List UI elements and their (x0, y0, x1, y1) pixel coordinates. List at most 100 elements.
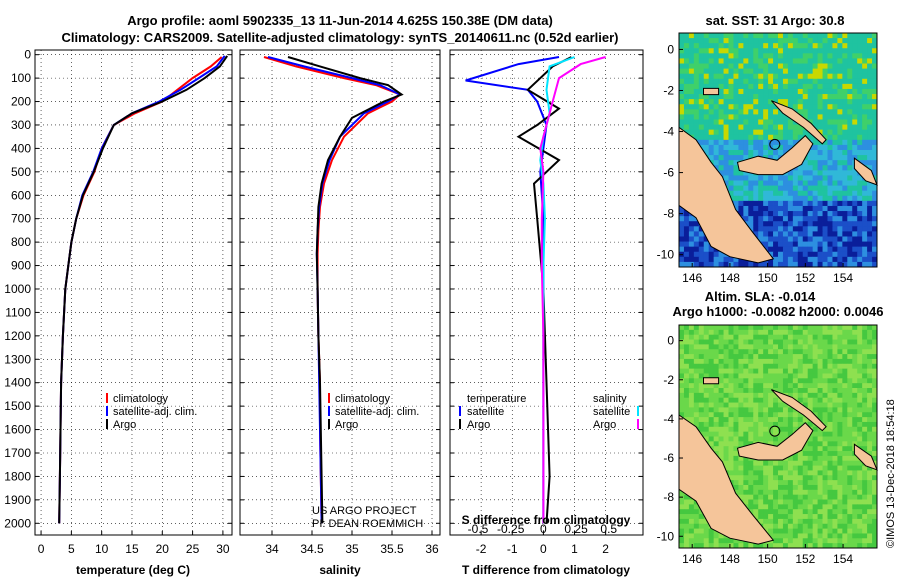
map-cell (683, 226, 690, 232)
map-cell (797, 475, 804, 481)
map-cell (817, 33, 823, 39)
map-cell (787, 465, 794, 471)
map-cell (773, 246, 779, 253)
map-cell (738, 358, 744, 365)
map-cell (797, 344, 804, 350)
map-cell (713, 451, 719, 457)
map-cell (768, 236, 774, 242)
map-cell (842, 504, 848, 510)
map-cell (807, 465, 814, 471)
map-cell (778, 63, 784, 70)
map-cell (718, 261, 724, 268)
map-cell (723, 465, 729, 471)
map-cell (847, 43, 853, 49)
map-cell (718, 533, 724, 539)
map-cell (723, 124, 729, 131)
map-cell (827, 484, 833, 491)
map-cell (708, 251, 715, 258)
map-cell (703, 144, 710, 151)
map-cell (792, 33, 799, 39)
map-cell (679, 504, 685, 510)
map-cell (733, 94, 739, 100)
map-cell (867, 465, 873, 471)
map-cell (698, 104, 705, 110)
map-cell (773, 460, 779, 466)
map-cell (738, 150, 744, 156)
map-cell (773, 480, 779, 486)
map-cell (872, 494, 878, 500)
map-cell (782, 190, 789, 197)
map-cell (817, 499, 823, 505)
map-cell (683, 78, 690, 85)
map-cell (862, 190, 868, 197)
map-cell (862, 407, 868, 413)
map-cell (768, 504, 774, 510)
map-cell (738, 329, 744, 336)
map-cell (842, 68, 848, 75)
land-manus (703, 377, 720, 385)
map-cell (782, 383, 789, 389)
map-cell (867, 325, 873, 331)
map-cell (773, 441, 779, 447)
map-cell (723, 441, 729, 447)
map-cell (679, 226, 685, 232)
map-cell (748, 344, 754, 350)
map-cell (683, 104, 690, 110)
map-cell (782, 139, 789, 146)
map-cell (728, 68, 734, 75)
map-cell (703, 426, 710, 433)
map-cell (738, 421, 744, 428)
map-cell (827, 528, 833, 534)
map-cell (679, 231, 685, 237)
map-cell (708, 134, 715, 141)
map-cell (708, 538, 715, 544)
map-cell (837, 383, 843, 389)
map-cell (822, 38, 828, 44)
map-y-tick-label: -4 (663, 125, 674, 139)
map-cell (753, 63, 759, 70)
map-cell (832, 465, 838, 471)
map-cell (847, 83, 853, 90)
x-tick-label: 30 (216, 542, 230, 556)
map-cell (708, 73, 715, 80)
map-cell (862, 256, 868, 263)
map-cell (758, 504, 764, 510)
map-cell (698, 129, 705, 136)
map-cell (807, 339, 814, 345)
map-cell (763, 190, 769, 197)
map-cell (782, 329, 789, 336)
map-cell (738, 205, 744, 212)
map-cell (822, 421, 828, 428)
map-cell (807, 53, 814, 59)
map-cell (743, 43, 749, 49)
map-cell (807, 368, 814, 374)
map-cell (713, 129, 719, 136)
map-cell (688, 368, 695, 374)
map-cell (763, 109, 769, 115)
map-cell (792, 480, 799, 486)
map-cell (787, 58, 794, 64)
map-cell (748, 38, 754, 44)
map-cell (683, 368, 690, 374)
map-cell (738, 73, 744, 80)
map-cell (812, 109, 818, 115)
map-cell (683, 211, 690, 217)
map-cell (812, 378, 818, 384)
map-cell (807, 241, 814, 248)
map-cell (782, 231, 789, 237)
map-cell (743, 33, 749, 39)
map-cell (713, 38, 719, 44)
map-cell (753, 83, 759, 90)
map-cell (822, 88, 828, 95)
map-cell (797, 528, 804, 534)
map-cell (778, 190, 784, 197)
map-cell (822, 139, 828, 146)
map-cell (703, 339, 710, 345)
x-tick-label: 34.5 (300, 542, 324, 556)
map-cell (792, 73, 799, 80)
map-cell (758, 78, 764, 85)
map-cell (797, 383, 804, 389)
map-cell (852, 124, 858, 131)
map-cell (787, 200, 794, 207)
map-cell (842, 33, 848, 39)
